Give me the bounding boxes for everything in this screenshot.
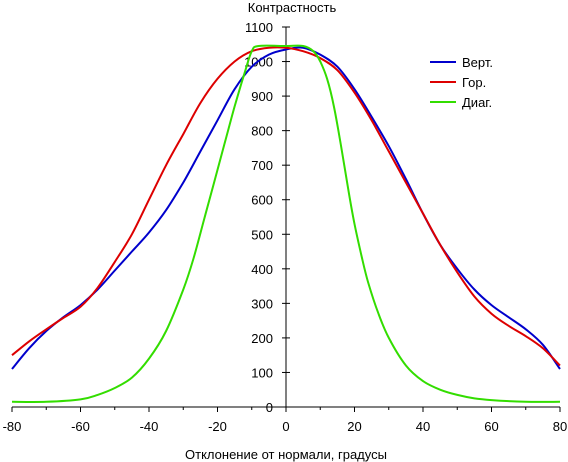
series-line-1	[11, 46, 561, 367]
y-tick-label: 100	[251, 365, 273, 380]
x-tick-label: -80	[3, 419, 22, 434]
legend-label-2: Диаг.	[462, 95, 492, 110]
x-tick-label: -40	[140, 419, 159, 434]
y-tick-label: 900	[251, 89, 273, 104]
y-tick-label: 200	[251, 331, 273, 346]
legend-label-0: Верт.	[462, 55, 493, 70]
x-tick-label: 60	[484, 419, 498, 434]
legend: Верт. Гор. Диаг.	[430, 55, 493, 110]
y-axis-title: Контрастность	[248, 0, 337, 15]
y-tick-label: 300	[251, 296, 273, 311]
x-tick-label: 80	[553, 419, 567, 434]
x-tick-label: 40	[416, 419, 430, 434]
y-tick-label: 500	[251, 227, 273, 242]
series-line-2	[11, 44, 561, 403]
y-tick-label: 400	[251, 262, 273, 277]
x-tick-label: -60	[71, 419, 90, 434]
legend-label-1: Гор.	[462, 75, 486, 90]
series-line-0	[11, 46, 561, 370]
x-tick-label: 20	[347, 419, 361, 434]
x-axis-title: Отклонение от нормали, градусы	[185, 447, 387, 462]
y-tick-label: 1100	[245, 20, 273, 35]
y-tick-label: 800	[251, 124, 273, 139]
series-layer	[11, 44, 561, 403]
x-tick-label: -20	[208, 419, 227, 434]
y-tick-label: 600	[251, 193, 273, 208]
y-tick-label: 0	[266, 400, 273, 415]
x-tick-label: 0	[282, 419, 289, 434]
y-tick-label: 700	[251, 158, 273, 173]
